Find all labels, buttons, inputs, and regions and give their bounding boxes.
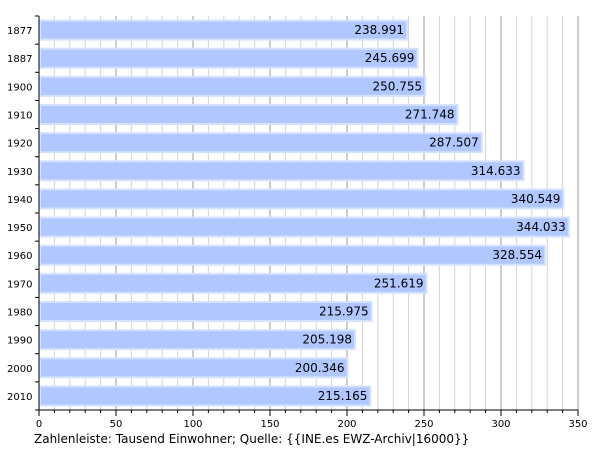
bar (39, 188, 565, 210)
x-tick-label: 50 (110, 419, 123, 430)
bar (39, 329, 357, 351)
category-label: 1990 (7, 336, 32, 347)
category-label: 1910 (7, 111, 32, 122)
bar (39, 272, 428, 294)
category-label: 1980 (7, 308, 32, 319)
x-tick-label: 200 (337, 419, 356, 430)
x-tick-label: 150 (260, 419, 279, 430)
bar (39, 385, 372, 407)
category-label: 1930 (7, 167, 32, 178)
category-label: 2010 (7, 392, 32, 403)
bar (39, 357, 349, 379)
bar-value-label: 314.633 (471, 164, 521, 178)
category-label: 1877 (7, 26, 32, 37)
x-tick-label: 250 (414, 419, 433, 430)
bar-value-label: 200.346 (295, 361, 345, 375)
bar (39, 75, 427, 97)
bar-value-label: 250.755 (373, 79, 423, 93)
bar (39, 19, 409, 41)
bar-value-label: 215.165 (318, 389, 368, 403)
bar (39, 160, 525, 182)
category-label: 2000 (7, 364, 32, 375)
bar (39, 104, 459, 125)
category-label: 1887 (7, 54, 32, 65)
bar-value-label: 287.507 (429, 136, 479, 150)
category-label: 1950 (7, 223, 32, 234)
x-tick-label: 300 (491, 419, 510, 430)
bar-value-label: 205.198 (302, 333, 352, 347)
axes: 1877 1887 1900 1910 1920 1930 1940 1950 1960 1970… (7, 15, 588, 430)
bar-value-label: 271.748 (405, 108, 455, 122)
bar-value-label: 215.975 (319, 305, 369, 319)
bar-value-label: 340.549 (511, 192, 561, 206)
bar-value-label: 238.991 (354, 23, 404, 37)
bar (39, 244, 546, 266)
bar-value-label: 245.699 (365, 51, 415, 65)
bar-value-label: 328.554 (492, 248, 542, 262)
x-tick-label: 0 (36, 419, 42, 430)
category-label: 1920 (7, 139, 32, 150)
category-label: 1900 (7, 82, 32, 93)
bar (39, 47, 419, 69)
category-label: 1940 (7, 195, 32, 206)
bar (39, 132, 483, 154)
category-label: 1970 (7, 279, 32, 290)
x-tick-label: 100 (183, 419, 202, 430)
bar-value-label: 251.619 (374, 276, 424, 290)
bar (39, 301, 373, 322)
bar (39, 216, 570, 238)
category-label: 1960 (7, 251, 32, 262)
bar-value-label: 344.033 (516, 220, 566, 234)
grid (53, 16, 579, 410)
x-axis-caption: Zahlenleiste: Tausend Einwohner; Quelle:… (34, 432, 470, 446)
bars: 238.991 245.699 250.755 271.748 287.507 314.6… (39, 19, 570, 407)
x-tick-label: 350 (568, 419, 587, 430)
